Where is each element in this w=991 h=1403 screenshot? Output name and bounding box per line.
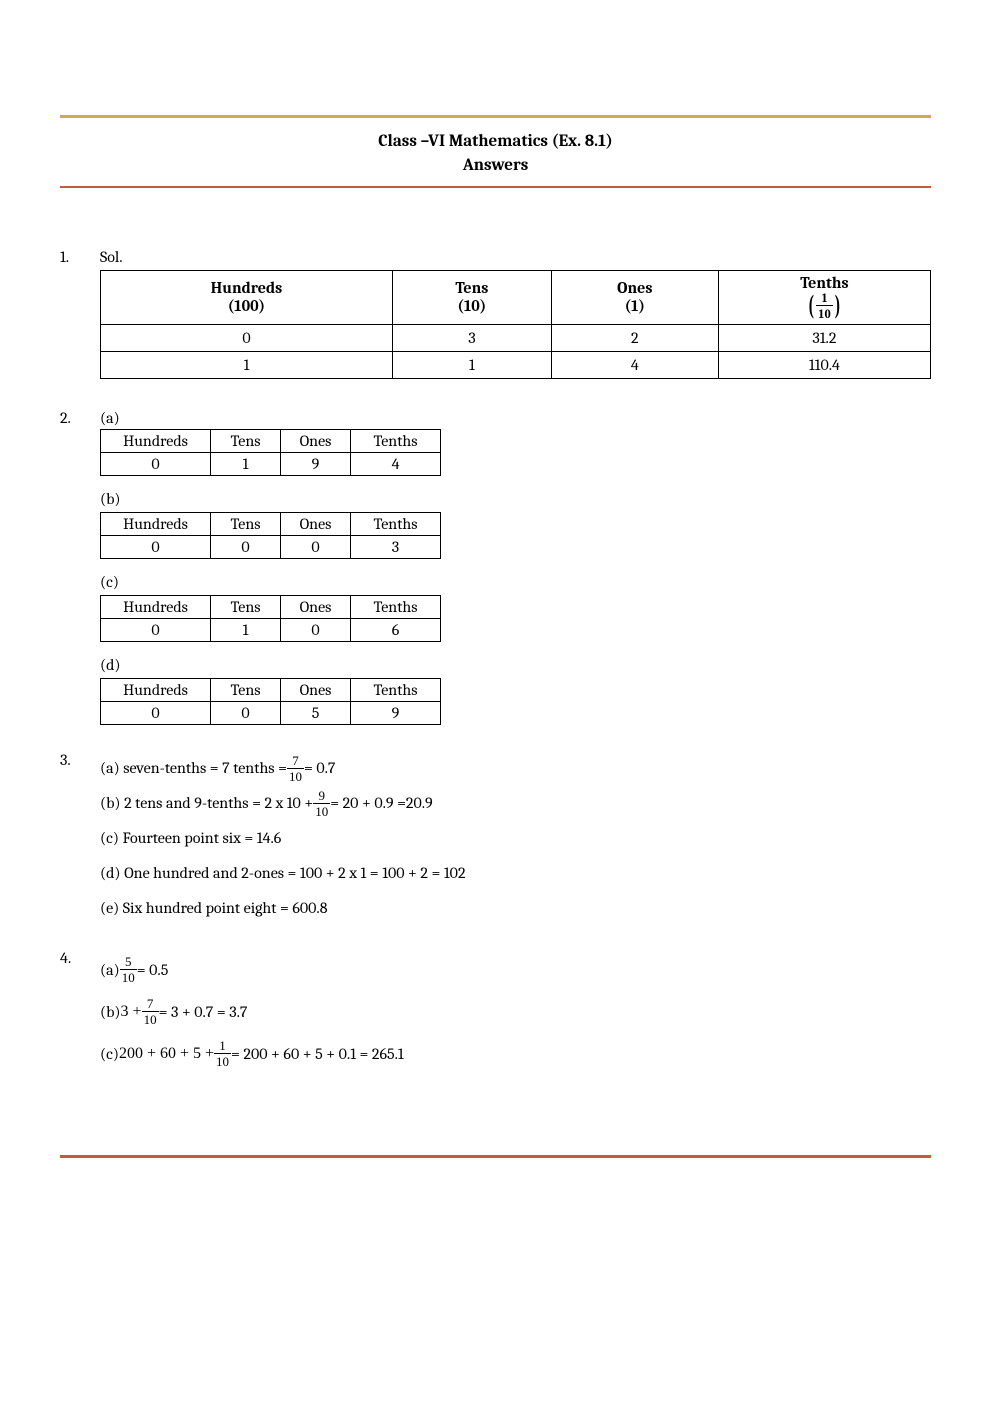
q4a: (a) 5 10 = 0.5 [100, 949, 931, 991]
q4c: (c) 200 + 60 + 5 + 1 10 = 200 + 60 + 5 +… [100, 1033, 931, 1075]
tenths-fraction: ( 1 10 ) [807, 291, 841, 320]
footer-rule [60, 1155, 931, 1158]
q2a-table: Hundreds Tens Ones Tenths 0 1 9 4 [100, 429, 441, 476]
q3-number: 3. [60, 751, 100, 769]
q2c-label: (c) [100, 573, 931, 591]
q3d: (d) One hundred and 2-ones = 100 + 2 x 1… [100, 856, 931, 891]
header-top-rule [60, 115, 931, 118]
q3c: (c) Fourteen point six = 14.6 [100, 821, 931, 856]
q2a-label: (a) [100, 409, 931, 427]
title-line2: Answers [463, 156, 529, 175]
page-title: Class –VI Mathematics (Ex. 8.1) Answers [60, 130, 931, 178]
question-2: 2. (a) Hundreds Tens Ones Tenths 0 1 9 4… [60, 409, 931, 729]
table-row: 0 3 2 31.2 [101, 324, 931, 351]
q4b: (b) 3 + 7 10 = 3 + 0.7 = 3.7 [100, 991, 931, 1033]
q3b: (b) 2 tens and 9-tenths = 2 x 10 + 9 10 … [100, 786, 931, 821]
q3a: (a) seven-tenths = 7 tenths = 7 10 = 0.7 [100, 751, 931, 786]
title-line1: Class –VI Mathematics (Ex. 8.1) [378, 132, 613, 151]
q4-number: 4. [60, 949, 100, 967]
fraction-7-10b: 7 10 [142, 997, 159, 1026]
q1-label: Sol. [100, 248, 931, 266]
q1-col-hundreds: Hundreds (100) [101, 270, 393, 324]
fraction-9-10: 9 10 [313, 789, 330, 818]
q1-col-tenths: Tenths ( 1 10 ) [718, 270, 930, 324]
q2b-table: Hundreds Tens Ones Tenths 0 0 0 3 [100, 512, 441, 559]
table-row: 1 1 4 110.4 [101, 351, 931, 378]
q1-col-tens: Tens (10) [392, 270, 551, 324]
q2b-label: (b) [100, 490, 931, 508]
fraction-1-10: 1 10 [214, 1039, 231, 1068]
q3e: (e) Six hundred point eight = 600.8 [100, 891, 931, 926]
fraction-5-10: 5 10 [120, 955, 137, 984]
q2d-label: (d) [100, 656, 931, 674]
fraction-7-10: 7 10 [287, 754, 304, 783]
question-4: 4. (a) 5 10 = 0.5 (b) 3 + 7 10 = 3 + 0.7… [60, 949, 931, 1075]
q1-table: Hundreds (100) Tens (10) Ones (1) Tenths [100, 270, 931, 379]
q1-number: 1. [60, 248, 100, 266]
q2-number: 2. [60, 409, 100, 427]
question-1: 1. Sol. Hundreds (100) Tens (10) Ones (1… [60, 248, 931, 389]
q1-col-ones: Ones (1) [551, 270, 718, 324]
q2d-table: Hundreds Tens Ones Tenths 0 0 5 9 [100, 678, 441, 725]
q2c-table: Hundreds Tens Ones Tenths 0 1 0 6 [100, 595, 441, 642]
question-3: 3. (a) seven-tenths = 7 tenths = 7 10 = … [60, 751, 931, 927]
